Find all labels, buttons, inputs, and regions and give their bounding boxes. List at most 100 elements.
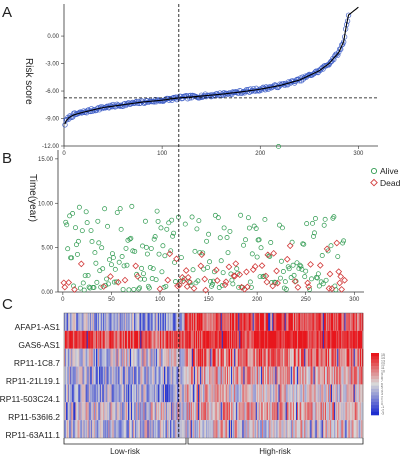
heatmap-cell: [144, 384, 146, 403]
heatmap-cell: [83, 420, 86, 438]
b-y-tick-label: 5.00: [41, 246, 53, 252]
heatmap-cell: [243, 313, 245, 331]
heatmap-cell: [140, 420, 142, 438]
heatmap-cell: [68, 420, 70, 438]
heatmap-cell: [193, 384, 196, 403]
heatmap-cell: [109, 402, 111, 421]
heatmap-cell: [107, 313, 109, 331]
heatmap-cell: [233, 420, 235, 438]
heatmap-cell: [125, 330, 128, 349]
color-scale-tick-label: -1: [381, 405, 384, 409]
heatmap-cell: [349, 402, 352, 421]
heatmap-cell: [338, 384, 340, 403]
heatmap-cell: [342, 420, 344, 438]
heatmap-cell: [260, 402, 263, 421]
heatmap-cell: [274, 330, 276, 349]
heatmap-cell: [348, 384, 350, 403]
heatmap-cell: [161, 313, 164, 331]
heatmap-cell: [326, 402, 329, 421]
heatmap-cell: [333, 348, 335, 367]
heatmap-cell: [125, 348, 128, 367]
heatmap-cell: [351, 313, 354, 331]
heatmap-cell: [179, 330, 181, 349]
heatmap-cell: [179, 313, 181, 331]
heatmap-cell: [186, 313, 189, 331]
alive-point: [111, 279, 117, 285]
heatmap-cell: [266, 402, 268, 421]
heatmap-cell: [98, 420, 100, 438]
heatmap-cell: [330, 384, 332, 403]
heatmap-cell: [152, 366, 155, 385]
heatmap-cell: [106, 402, 108, 421]
heatmap-cell: [87, 366, 90, 385]
heatmap-cell: [107, 384, 109, 403]
heatmap-cell: [212, 313, 214, 331]
heatmap-cell: [76, 420, 78, 438]
heatmap-cell: [240, 384, 242, 403]
alive-point: [241, 242, 246, 248]
heatmap-cell: [148, 313, 150, 331]
heatmap-cell: [233, 330, 235, 349]
alive-point: [129, 203, 135, 209]
heatmap-cell: [103, 402, 105, 421]
heatmap-cell: [166, 330, 168, 349]
heatmap-cell: [281, 420, 283, 438]
heatmap-cell: [117, 330, 120, 349]
heatmap-cell: [211, 330, 213, 349]
heatmap-cell: [197, 402, 199, 421]
heatmap-cell: [95, 313, 98, 331]
heatmap-cell: [207, 384, 209, 403]
alive-point: [246, 225, 252, 231]
heatmap-cell: [245, 366, 247, 385]
heatmap-cell: [280, 348, 282, 367]
heatmap-cell: [193, 348, 196, 367]
heatmap-cell: [241, 366, 243, 385]
heatmap-cell: [69, 366, 71, 385]
alive-point: [75, 238, 81, 244]
heatmap-cell: [208, 402, 210, 421]
heatmap-cell: [175, 420, 177, 438]
heatmap-cell: [239, 402, 241, 421]
heatmap-cell: [154, 402, 157, 421]
heatmap-cell: [209, 420, 211, 438]
heatmap-cell: [236, 366, 238, 385]
heatmap-cell: [136, 384, 138, 403]
heatmap-cell: [189, 348, 192, 367]
heatmap-cell: [148, 402, 150, 421]
heatmap-cell: [224, 330, 227, 349]
heatmap-cell: [179, 348, 181, 367]
heatmap-cell: [109, 420, 111, 438]
heatmap-cell: [345, 366, 347, 385]
heatmap-cell: [125, 420, 128, 438]
heatmap-cell: [237, 402, 239, 421]
heatmap-cell: [111, 402, 113, 421]
heatmap-cell: [235, 348, 237, 367]
heatmap-cell: [280, 366, 282, 385]
heatmap-cell: [101, 384, 103, 403]
color-scale-tick-label: 3: [381, 392, 383, 396]
heatmap-cell: [289, 348, 292, 367]
heatmap-cell: [219, 366, 222, 385]
gene-label: RP11-1C8.7: [14, 358, 60, 368]
alive-point: [81, 287, 87, 293]
heatmap-cell: [228, 384, 231, 403]
heatmap-cell: [110, 402, 112, 421]
heatmap-cell: [78, 402, 80, 421]
panel-c-letter: C: [2, 296, 13, 313]
heatmap-cell: [111, 366, 113, 385]
heatmap-cell: [210, 402, 212, 421]
heatmap-cell: [174, 313, 176, 331]
dead-point: [198, 251, 206, 258]
heatmap-cell: [298, 330, 300, 349]
heatmap-cell: [177, 348, 179, 367]
heatmap-cell: [347, 420, 349, 438]
heatmap-cell: [349, 348, 352, 367]
heatmap-cell: [101, 366, 103, 385]
heatmap-cell: [323, 313, 326, 331]
heatmap-cell: [69, 313, 71, 331]
heatmap-cell: [350, 348, 353, 367]
heatmap-cell: [134, 384, 136, 403]
heatmap-cell: [207, 420, 209, 438]
alive-point: [131, 286, 137, 292]
heatmap-cell: [295, 366, 298, 385]
